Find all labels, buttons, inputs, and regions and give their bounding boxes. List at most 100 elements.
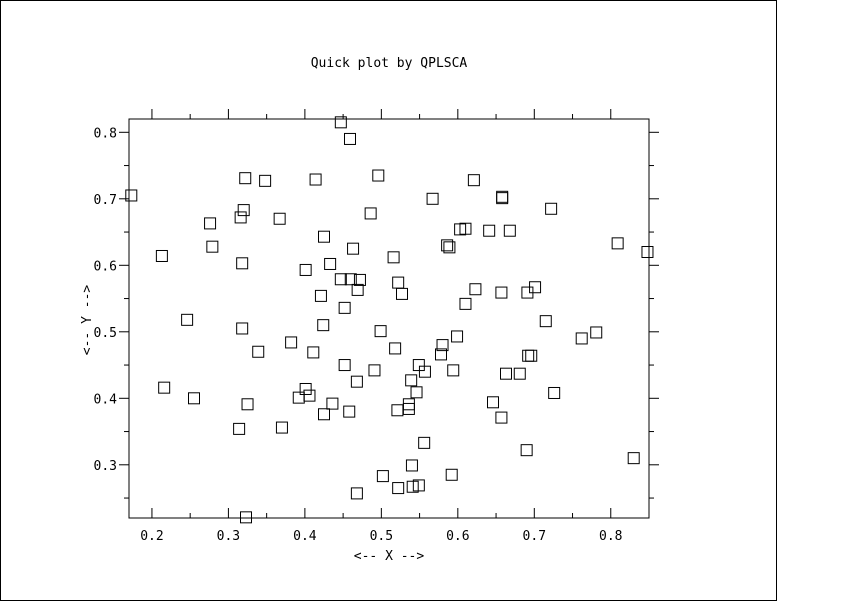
data-point — [303, 389, 316, 402]
data-point — [326, 397, 339, 410]
data-point — [334, 116, 347, 129]
data-point — [406, 480, 419, 493]
data-point — [459, 222, 472, 235]
data-point — [590, 326, 603, 339]
data-point — [285, 336, 298, 349]
data-point — [125, 189, 138, 202]
data-point — [641, 246, 654, 258]
x-tick-label: 0.4 — [293, 529, 317, 544]
x-tick-label: 0.6 — [446, 529, 469, 544]
data-point — [372, 169, 385, 182]
data-point — [495, 411, 508, 424]
data-point — [324, 257, 337, 270]
chart-title: Quick plot by QPLSCA — [311, 56, 468, 71]
data-points — [125, 116, 654, 524]
data-point — [451, 330, 464, 343]
y-tick-label: 0.6 — [94, 259, 117, 274]
data-point — [234, 211, 247, 224]
data-point — [445, 468, 458, 481]
data-point — [368, 364, 381, 377]
data-point — [441, 239, 454, 252]
data-point — [334, 273, 347, 286]
data-point — [443, 241, 456, 254]
data-point — [426, 192, 439, 205]
x-axis-label: <-- X --> — [354, 549, 425, 564]
data-point — [204, 217, 217, 230]
data-point — [374, 325, 387, 338]
data-point — [317, 319, 330, 332]
data-point — [299, 263, 312, 276]
data-point — [418, 365, 431, 378]
data-point — [539, 315, 552, 328]
x-tick-label: 0.5 — [370, 529, 393, 544]
data-point — [392, 276, 405, 289]
data-point — [344, 132, 356, 145]
y-axis-label: <-- Y --> — [80, 285, 95, 356]
data-point — [483, 224, 496, 237]
data-point — [496, 192, 509, 205]
data-point — [412, 479, 425, 492]
y-tick-label: 0.4 — [94, 392, 118, 407]
data-point — [520, 444, 533, 457]
data-point — [292, 391, 305, 404]
data-point — [343, 405, 356, 418]
data-point — [387, 251, 400, 264]
data-point — [237, 204, 250, 217]
data-point — [412, 359, 425, 372]
data-point — [500, 367, 512, 380]
y-tick-label: 0.3 — [94, 459, 117, 474]
data-point — [188, 392, 200, 405]
y-tick-label: 0.8 — [94, 126, 117, 141]
data-point — [350, 487, 363, 500]
data-point — [351, 283, 364, 296]
data-point — [252, 345, 265, 358]
data-point — [259, 174, 272, 187]
data-point — [410, 386, 423, 399]
x-tick-label: 0.8 — [599, 529, 622, 544]
data-point — [236, 322, 249, 335]
data-point — [467, 174, 480, 187]
y-tick-label: 0.5 — [94, 326, 117, 341]
data-point — [392, 482, 405, 495]
data-point — [240, 511, 252, 524]
data-point — [611, 237, 624, 250]
x-tick-label: 0.2 — [140, 529, 163, 544]
data-point — [525, 349, 538, 362]
data-point — [627, 452, 640, 465]
data-point — [575, 332, 588, 345]
data-point — [158, 381, 171, 394]
x-tick-label: 0.3 — [217, 529, 240, 544]
plot-area — [128, 118, 650, 519]
data-point — [273, 212, 286, 225]
data-point — [447, 364, 460, 377]
data-point — [469, 283, 482, 296]
data-point — [503, 224, 516, 237]
data-point — [402, 398, 415, 411]
data-point — [418, 436, 431, 449]
data-point — [391, 404, 404, 417]
data-point — [396, 287, 408, 300]
data-point — [299, 382, 312, 395]
data-point — [344, 273, 357, 286]
data-point — [181, 313, 194, 326]
data-point — [233, 422, 246, 435]
data-point — [275, 421, 288, 434]
data-point — [236, 257, 249, 270]
data-point — [436, 339, 449, 352]
data-point — [338, 301, 351, 314]
data-point — [364, 207, 377, 220]
data-point — [405, 459, 418, 472]
data-point — [353, 273, 366, 286]
axes: 0.2 0.3 0.4 0.5 0.6 0.7 0.8 0.3 0.4 0.5 0.6 0.7 0.8 — [94, 109, 659, 544]
data-point — [350, 375, 363, 388]
data-point — [545, 202, 558, 215]
data-point — [307, 346, 320, 359]
data-point — [405, 374, 418, 387]
data-point — [239, 172, 252, 185]
data-point — [318, 408, 330, 421]
data-point — [241, 398, 254, 411]
data-point — [389, 342, 402, 355]
data-point — [314, 289, 327, 302]
data-point — [487, 396, 499, 409]
